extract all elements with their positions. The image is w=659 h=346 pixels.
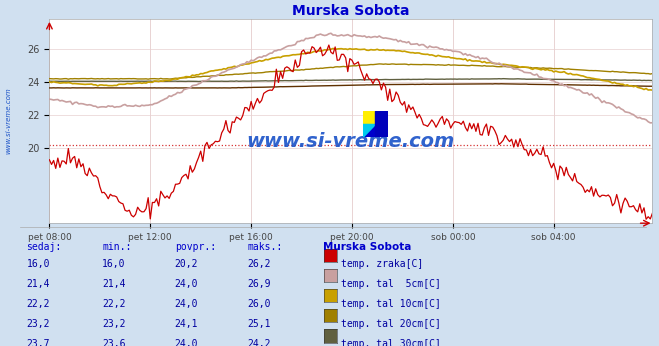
- Text: 22,2: 22,2: [26, 299, 50, 309]
- Text: 26,2: 26,2: [247, 259, 271, 269]
- Text: povpr.:: povpr.:: [175, 242, 215, 252]
- Text: temp. zraka[C]: temp. zraka[C]: [341, 259, 424, 269]
- Text: temp. tal 30cm[C]: temp. tal 30cm[C]: [341, 339, 442, 346]
- Bar: [376, 111, 388, 137]
- Text: 21,4: 21,4: [26, 279, 50, 289]
- Text: 21,4: 21,4: [102, 279, 126, 289]
- Text: 24,0: 24,0: [175, 299, 198, 309]
- Text: 23,2: 23,2: [26, 319, 50, 329]
- Text: temp. tal  5cm[C]: temp. tal 5cm[C]: [341, 279, 442, 289]
- Text: 22,2: 22,2: [102, 299, 126, 309]
- Text: 25,1: 25,1: [247, 319, 271, 329]
- Text: 24,2: 24,2: [247, 339, 271, 346]
- Text: 16,0: 16,0: [102, 259, 126, 269]
- Text: www.si-vreme.com: www.si-vreme.com: [246, 132, 455, 151]
- Text: sedaj:: sedaj:: [26, 242, 61, 252]
- Text: maks.:: maks.:: [247, 242, 282, 252]
- Text: min.:: min.:: [102, 242, 132, 252]
- Text: 24,0: 24,0: [175, 279, 198, 289]
- Text: 16,0: 16,0: [26, 259, 50, 269]
- Text: 24,1: 24,1: [175, 319, 198, 329]
- Text: 24,0: 24,0: [175, 339, 198, 346]
- Text: 26,0: 26,0: [247, 299, 271, 309]
- Title: Murska Sobota: Murska Sobota: [292, 4, 410, 18]
- Text: 23,6: 23,6: [102, 339, 126, 346]
- Text: 26,9: 26,9: [247, 279, 271, 289]
- Text: 23,2: 23,2: [102, 319, 126, 329]
- Text: 23,7: 23,7: [26, 339, 50, 346]
- Text: www.si-vreme.com: www.si-vreme.com: [5, 88, 11, 154]
- Text: Murska Sobota: Murska Sobota: [323, 242, 411, 252]
- Text: temp. tal 20cm[C]: temp. tal 20cm[C]: [341, 319, 442, 329]
- Text: 20,2: 20,2: [175, 259, 198, 269]
- Text: temp. tal 10cm[C]: temp. tal 10cm[C]: [341, 299, 442, 309]
- Polygon shape: [363, 125, 376, 137]
- Bar: [363, 111, 376, 125]
- Polygon shape: [363, 125, 376, 137]
